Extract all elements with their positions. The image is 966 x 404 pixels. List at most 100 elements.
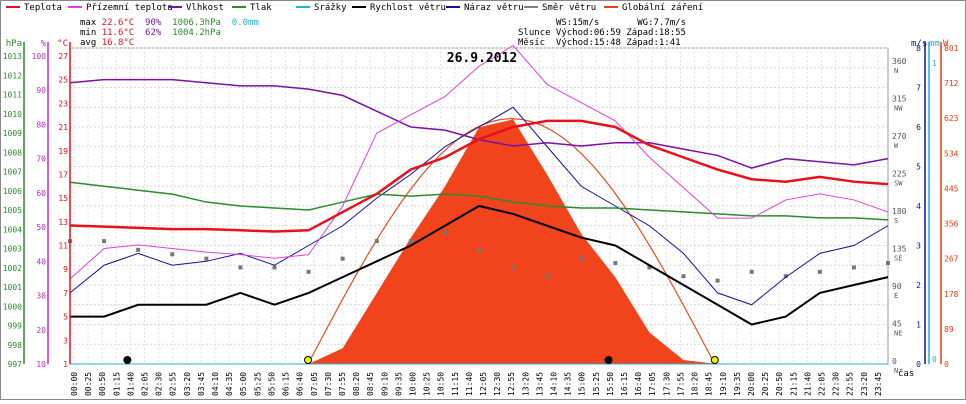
dir-tick-compass: SW bbox=[894, 180, 903, 188]
pct-tick-label: 10 bbox=[36, 360, 46, 369]
dir-tick-deg: 180 bbox=[892, 207, 907, 216]
stats-min-row: min 11.6°C 62% 1004.2hPa bbox=[80, 28, 259, 38]
wind-dir-point bbox=[613, 261, 618, 266]
x-tick-label: 20:25 bbox=[761, 372, 770, 396]
x-tick-label: 10:50 bbox=[437, 372, 446, 396]
ground-temp-line bbox=[69, 44, 889, 280]
wind-dir-point bbox=[681, 274, 686, 279]
pct-tick-label: 100 bbox=[32, 52, 47, 61]
dir-tick-deg: 315 bbox=[892, 95, 907, 104]
wind-dir-point bbox=[136, 247, 141, 252]
x-tick-label: 23:45 bbox=[874, 372, 883, 396]
x-tick-label: 13:20 bbox=[521, 372, 530, 396]
x-tick-label: 01:15 bbox=[112, 372, 121, 396]
x-tick-label: 22:55 bbox=[846, 372, 855, 396]
x-tick-label: 15:00 bbox=[578, 372, 587, 396]
x-tick-label: 08:20 bbox=[352, 372, 361, 396]
wind-dir-point bbox=[477, 247, 481, 252]
x-tick-label: 12:05 bbox=[479, 372, 488, 396]
dir-tick-deg: 135 bbox=[892, 245, 907, 254]
hpa-tick-label: 997 bbox=[8, 360, 23, 369]
x-tick-label: 09:10 bbox=[380, 372, 389, 396]
legend-label-8: Globální záření bbox=[622, 3, 703, 13]
wm2-tick-label: 267 bbox=[944, 255, 959, 264]
x-tick-label: 00:50 bbox=[98, 372, 107, 396]
x-tick-label: 12:55 bbox=[507, 372, 516, 396]
sunset-marker bbox=[710, 356, 719, 364]
wind-dir-point bbox=[374, 239, 379, 244]
wind-dir-point bbox=[817, 269, 822, 274]
x-tick-label: 00:25 bbox=[84, 372, 93, 396]
degc-tick-label: 13 bbox=[58, 218, 68, 227]
x-tick-label: 08:45 bbox=[366, 372, 375, 396]
dir-tick-deg: 0 bbox=[892, 357, 897, 366]
x-tick-label: 20:00 bbox=[747, 372, 756, 396]
dir-tick-deg: 90 bbox=[892, 282, 902, 291]
wm2-tick-label: 534 bbox=[944, 149, 959, 158]
temperature-line bbox=[69, 119, 889, 233]
legend-label-2: Vlhkost bbox=[186, 3, 224, 13]
moonset-marker bbox=[123, 356, 132, 364]
x-tick-label: 17:55 bbox=[676, 372, 685, 396]
dir-tick-compass: N bbox=[894, 367, 898, 375]
wind-dir-point bbox=[715, 278, 720, 283]
x-tick-label: 04:10 bbox=[211, 372, 220, 396]
x-tick-label: 07:55 bbox=[338, 372, 347, 396]
wind-dir-point bbox=[272, 265, 277, 270]
legend-label-0: Teplota bbox=[24, 3, 62, 13]
wind-dir-point bbox=[238, 265, 243, 270]
wind-gust-line bbox=[69, 106, 889, 306]
stats-min-press: 1004.2hPa bbox=[172, 28, 221, 38]
dir-tick-deg: 45 bbox=[892, 320, 902, 329]
hpa-tick-label: 1009 bbox=[3, 129, 22, 138]
degc-tick-label: 15 bbox=[58, 194, 68, 203]
degc-tick-label: 7 bbox=[63, 289, 68, 298]
legend-label-1: Přízemní teplota bbox=[86, 3, 173, 13]
x-tick-label: 02:05 bbox=[141, 372, 150, 396]
hpa-tick-label: 1008 bbox=[3, 148, 22, 157]
radiation-area bbox=[70, 119, 888, 364]
astro-moon-row: Měsíc Východ:15:48 Západ:1:41 bbox=[518, 38, 686, 48]
x-tick-label: 21:40 bbox=[803, 372, 812, 396]
pct-tick-label: 50 bbox=[36, 223, 46, 232]
wm2-tick-label: 89 bbox=[944, 325, 954, 334]
wind-dir-point bbox=[102, 239, 107, 244]
pct-tick-label: 60 bbox=[36, 189, 46, 198]
degc-tick-label: 1 bbox=[63, 360, 68, 369]
ms-tick-label: 8 bbox=[916, 44, 921, 53]
stats-max-label: max bbox=[80, 18, 97, 28]
x-tick-label: 19:35 bbox=[733, 372, 742, 396]
hpa-tick-label: 1002 bbox=[3, 264, 22, 273]
dir-tick-compass: S bbox=[894, 217, 898, 225]
astro-wind-row: WS:15m/s WG:7.7m/s bbox=[518, 18, 686, 28]
x-tick-label: 06:15 bbox=[282, 372, 291, 396]
x-tick-label: 21:15 bbox=[789, 372, 798, 396]
astro-moon-set: Západ:1:41 bbox=[626, 38, 681, 48]
mm-tick-label: 1 bbox=[932, 59, 937, 68]
degc-axis-unit: °C bbox=[57, 39, 68, 49]
x-tick-label: 05:50 bbox=[267, 372, 276, 396]
legend-label-4: Srážky bbox=[314, 3, 347, 13]
x-tick-label: 15:25 bbox=[592, 372, 601, 396]
hpa-tick-label: 1011 bbox=[3, 91, 22, 100]
x-tick-label: 07:30 bbox=[324, 372, 333, 396]
stats-max-press: 1006.3hPa bbox=[172, 18, 221, 28]
hpa-tick-label: 1010 bbox=[3, 110, 22, 119]
dir-tick-compass: NW bbox=[894, 105, 903, 113]
x-tick-label: 02:30 bbox=[155, 372, 164, 396]
astro-sun-row: Slunce Východ:06:59 Západ:18:55 bbox=[518, 28, 686, 38]
x-tick-label: 16:40 bbox=[634, 372, 643, 396]
legend: Teplota Přízemní teplota Vlhkost Tlak Srážky… bbox=[6, 3, 703, 13]
pct-axis-unit: % bbox=[41, 39, 47, 49]
pct-tick-label: 40 bbox=[36, 257, 46, 266]
astro-sun-rise: Slunce Východ:06:59 bbox=[518, 28, 621, 38]
x-tick-label: 23:20 bbox=[860, 372, 869, 396]
mm-axis-unit: mm bbox=[929, 39, 940, 49]
x-tick-label: 04:35 bbox=[225, 372, 234, 396]
stats-min-label: min bbox=[80, 28, 97, 38]
ms-tick-label: 3 bbox=[916, 242, 921, 251]
wind-dir-point bbox=[204, 256, 209, 261]
hpa-tick-label: 1001 bbox=[3, 283, 22, 292]
degc-tick-label: 3 bbox=[63, 336, 68, 345]
